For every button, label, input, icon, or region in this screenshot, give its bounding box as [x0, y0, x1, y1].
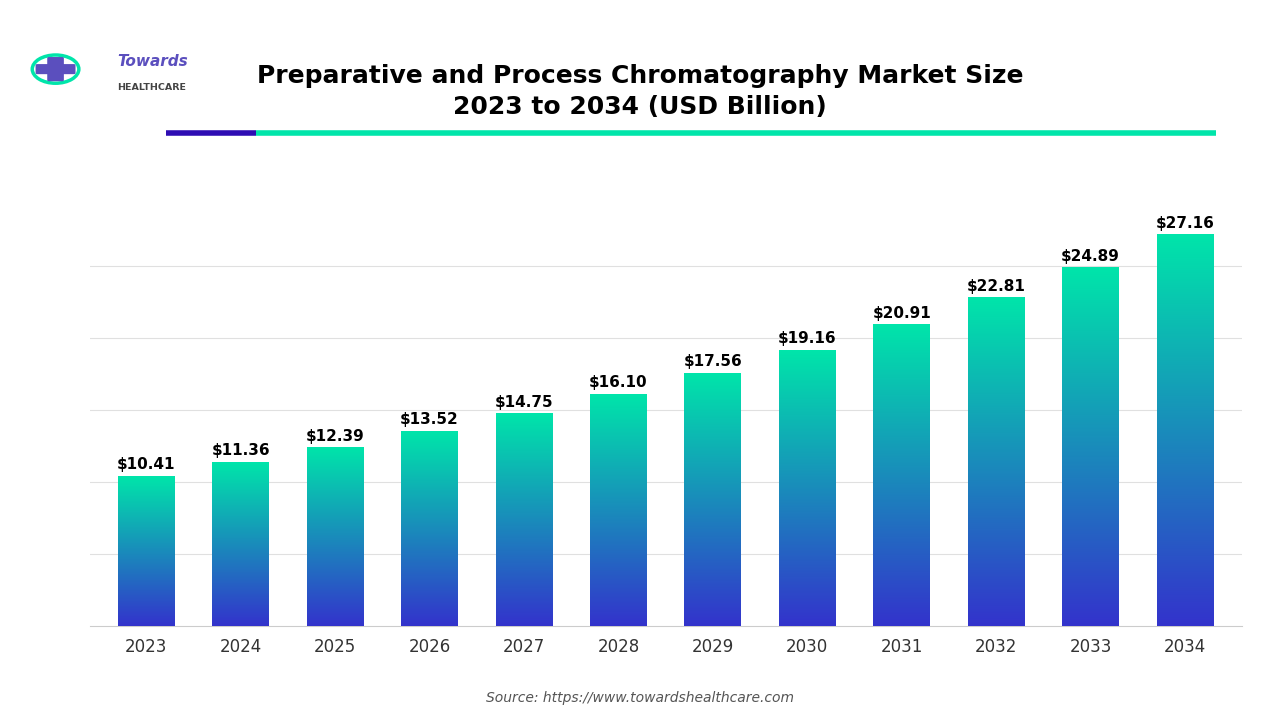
FancyBboxPatch shape — [47, 57, 64, 81]
Text: 2023 to 2034 (USD Billion): 2023 to 2034 (USD Billion) — [453, 94, 827, 119]
Text: $27.16: $27.16 — [1156, 216, 1215, 231]
Text: $16.10: $16.10 — [589, 375, 648, 390]
Text: $22.81: $22.81 — [966, 279, 1025, 294]
Text: $24.89: $24.89 — [1061, 248, 1120, 264]
FancyBboxPatch shape — [36, 64, 76, 74]
Text: $17.56: $17.56 — [684, 354, 742, 369]
Text: Towards: Towards — [118, 53, 188, 68]
Text: Preparative and Process Chromatography Market Size: Preparative and Process Chromatography M… — [257, 63, 1023, 88]
Text: $13.52: $13.52 — [401, 413, 460, 428]
Text: $11.36: $11.36 — [211, 444, 270, 459]
Text: $14.75: $14.75 — [494, 395, 553, 410]
Text: HEALTHCARE: HEALTHCARE — [118, 83, 186, 91]
Text: $20.91: $20.91 — [872, 306, 931, 321]
Text: Source: https://www.towardshealthcare.com: Source: https://www.towardshealthcare.co… — [486, 691, 794, 706]
Text: $19.16: $19.16 — [778, 331, 837, 346]
Text: $12.39: $12.39 — [306, 428, 365, 444]
Text: $10.41: $10.41 — [116, 457, 175, 472]
